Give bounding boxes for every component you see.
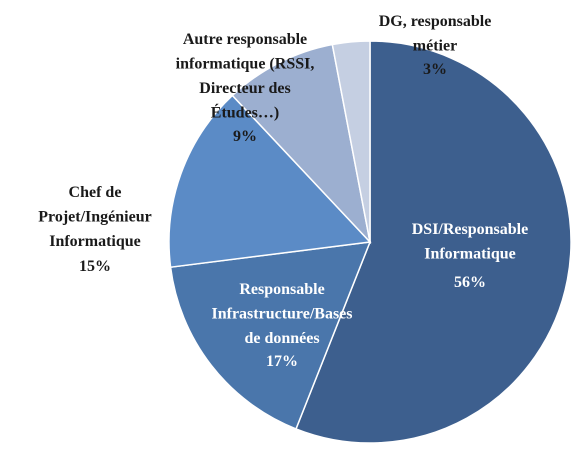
- label-line: Informatique: [424, 245, 516, 262]
- label-line: 56%: [454, 274, 486, 291]
- value-label: 56%: [454, 274, 486, 291]
- label-line: de données: [244, 330, 319, 347]
- slice-label: DG, responsable métier: [379, 13, 492, 55]
- label-line: Responsable: [239, 281, 324, 298]
- pie-slice: [231, 43, 372, 245]
- label-line: 17%: [266, 353, 298, 370]
- value-label: 17%: [266, 353, 298, 370]
- label-line: 15%: [79, 258, 111, 275]
- label-line: 9%: [233, 128, 257, 145]
- value-label: 15%: [79, 258, 111, 275]
- value-label: 3%: [423, 61, 447, 78]
- label-line: Informatique: [49, 233, 141, 250]
- label-line: DG, responsable: [379, 13, 492, 30]
- slice-label: DSI/Responsable Informatique: [412, 221, 528, 263]
- slice-label: Chef de Projet/Ingénieur Informatique: [38, 184, 151, 250]
- label-line: informatique (RSSI,: [176, 55, 315, 72]
- pie-slice: [295, 40, 571, 444]
- label-line: Directeur des: [199, 80, 290, 97]
- label-line: Études…): [211, 102, 279, 121]
- pie-slice: [168, 94, 372, 269]
- label-line: Chef de: [69, 184, 122, 201]
- slice-label: Autre responsable informatique (RSSI, Dire…: [176, 31, 315, 122]
- slice-label: Responsable Infrastructure/Bases de donnée…: [211, 281, 352, 347]
- label-line: Autre responsable: [183, 31, 307, 48]
- pie-slice: [169, 241, 372, 430]
- label-line: métier: [413, 37, 457, 54]
- label-line: Infrastructure/Bases: [211, 305, 352, 322]
- label-line: DSI/Responsable: [412, 221, 528, 238]
- value-label: 9%: [233, 128, 257, 145]
- label-line: 3%: [423, 61, 447, 78]
- pie-slice: [331, 40, 371, 243]
- label-line: Projet/Ingénieur: [38, 208, 151, 225]
